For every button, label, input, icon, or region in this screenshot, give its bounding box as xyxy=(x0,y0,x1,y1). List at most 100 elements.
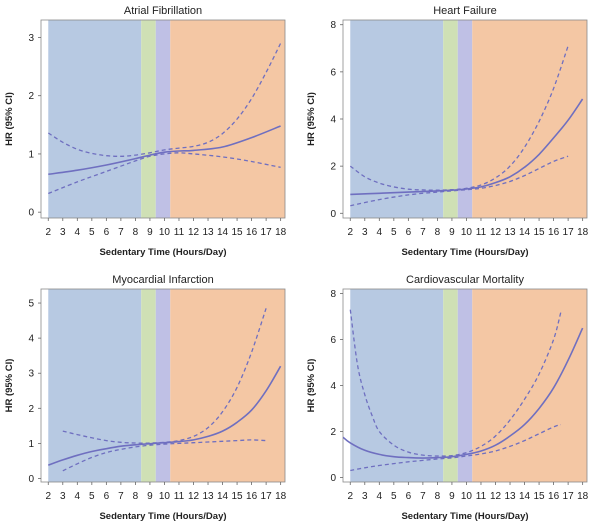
x-tick-label: 6 xyxy=(104,227,110,238)
x-tick-label: 15 xyxy=(232,227,244,238)
x-tick-label: 14 xyxy=(217,227,229,238)
x-tick-label: 7 xyxy=(118,227,124,238)
x-tick-label: 14 xyxy=(217,491,229,502)
x-tick-label: 3 xyxy=(60,227,66,238)
upper-ci-curve xyxy=(349,309,562,457)
x-tick-label: 10 xyxy=(461,227,473,238)
y-tick-label: 4 xyxy=(330,381,336,392)
x-tick-label: 7 xyxy=(420,491,426,502)
x-axis-label: Sedentary Time (Hours/Day) xyxy=(401,511,528,522)
chart-title: Cardiovascular Mortality xyxy=(406,274,524,286)
x-tick-label: 17 xyxy=(261,491,273,502)
lower-ci-curve xyxy=(62,439,267,472)
x-tick-label: 5 xyxy=(391,227,397,238)
x-tick-label: 6 xyxy=(406,227,412,238)
x-tick-label: 17 xyxy=(261,227,273,238)
x-tick-label: 14 xyxy=(519,227,531,238)
x-tick-label: 3 xyxy=(60,491,66,502)
x-tick-label: 14 xyxy=(519,491,531,502)
hr-curve xyxy=(48,365,282,466)
x-tick-label: 8 xyxy=(133,491,139,502)
x-tick-label: 2 xyxy=(347,227,353,238)
plot-frame xyxy=(40,19,286,219)
x-axis-label: Sedentary Time (Hours/Day) xyxy=(99,511,226,522)
y-tick-label: 2 xyxy=(28,404,34,415)
x-tick-label: 3 xyxy=(362,227,368,238)
sedentary-band xyxy=(350,20,444,218)
x-tick-label: 4 xyxy=(75,491,81,502)
y-tick-label: 4 xyxy=(28,334,34,345)
y-tick-label: 2 xyxy=(28,91,34,102)
y-tick-label: 1 xyxy=(28,149,34,160)
x-tick-label: 13 xyxy=(504,227,516,238)
x-tick-label: 15 xyxy=(534,491,546,502)
x-tick-label: 10 xyxy=(461,491,473,502)
x-tick-label: 13 xyxy=(504,491,516,502)
sedentary-band xyxy=(443,20,458,218)
x-tick-label: 11 xyxy=(174,227,185,238)
chart-title: Myocardial Infarction xyxy=(112,274,214,286)
hr-curve xyxy=(350,98,584,196)
x-tick-label: 4 xyxy=(377,491,383,502)
x-tick-label: 5 xyxy=(391,491,397,502)
y-tick-label: 6 xyxy=(330,67,336,78)
x-tick-label: 4 xyxy=(75,227,81,238)
chart-panel: 2 3 4 5 6 7 8 9 10 11 12 13 14 15 16 17 1802468Cardiovas… xyxy=(306,274,589,522)
sedentary-band xyxy=(170,20,285,218)
y-tick-label: 8 xyxy=(330,289,336,300)
y-tick-label: 3 xyxy=(28,369,34,380)
x-tick-label: 18 xyxy=(275,491,287,502)
y-tick-label: 0 xyxy=(330,473,336,484)
lower-ci-curve xyxy=(350,155,569,207)
x-tick-label: 16 xyxy=(548,491,560,502)
x-tick-label: 10 xyxy=(159,227,171,238)
sedentary-band xyxy=(472,20,587,218)
y-axis-label: HR (95% CI) xyxy=(4,359,15,413)
x-tick-label: 10 xyxy=(159,491,171,502)
x-tick-label: 6 xyxy=(104,491,110,502)
x-tick-label: 9 xyxy=(147,227,153,238)
plot-frame xyxy=(40,288,286,483)
x-tick-label: 2 xyxy=(347,491,353,502)
x-axis-label: Sedentary Time (Hours/Day) xyxy=(401,247,528,258)
x-tick-label: 15 xyxy=(534,227,546,238)
x-tick-label: 16 xyxy=(548,227,560,238)
x-tick-label: 5 xyxy=(89,491,95,502)
y-tick-label: 6 xyxy=(330,335,336,346)
sedentary-band xyxy=(170,289,285,482)
sedentary-band xyxy=(141,20,156,218)
y-tick-label: 1 xyxy=(28,439,34,450)
sedentary-band xyxy=(443,289,458,482)
x-tick-label: 9 xyxy=(449,491,455,502)
x-tick-label: 3 xyxy=(362,491,368,502)
lower-ci-curve xyxy=(48,152,281,195)
y-axis-label: HR (95% CI) xyxy=(4,92,15,146)
y-tick-label: 0 xyxy=(330,209,336,220)
y-tick-label: 0 xyxy=(28,474,34,485)
x-tick-label: 17 xyxy=(563,227,575,238)
hr-curve xyxy=(343,327,584,459)
x-tick-label: 7 xyxy=(118,491,124,502)
x-tick-label: 12 xyxy=(490,491,502,502)
x-tick-label: 11 xyxy=(476,227,487,238)
sedentary-band xyxy=(155,20,171,218)
upper-ci-curve xyxy=(62,308,267,444)
sedentary-band xyxy=(48,289,142,482)
x-tick-label: 17 xyxy=(563,491,575,502)
x-tick-label: 18 xyxy=(577,491,589,502)
y-tick-label: 5 xyxy=(28,299,34,310)
x-tick-label: 5 xyxy=(89,227,95,238)
lower-ci-curve xyxy=(350,423,562,472)
chart-title: Heart Failure xyxy=(433,5,497,17)
upper-ci-curve xyxy=(349,45,569,191)
hr-curve xyxy=(48,125,281,176)
x-tick-label: 16 xyxy=(246,491,258,502)
x-tick-label: 11 xyxy=(476,491,487,502)
x-tick-label: 8 xyxy=(435,227,441,238)
x-tick-label: 12 xyxy=(490,227,502,238)
x-tick-label: 12 xyxy=(188,491,200,502)
x-tick-label: 18 xyxy=(275,227,287,238)
